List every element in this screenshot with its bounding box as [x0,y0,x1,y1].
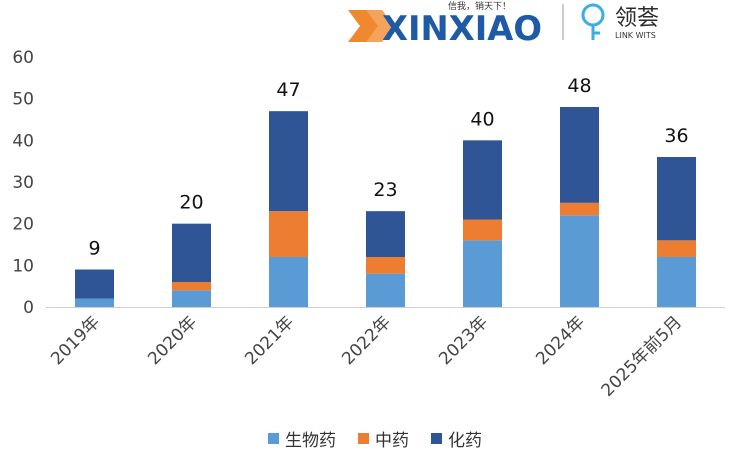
x-tick-label: 2019年 [47,312,104,369]
legend-item: 化药 [431,426,482,451]
x-tick-label: 2022年 [338,312,395,369]
bar-segment-2 [560,107,599,203]
xinxiao-logo: 信我，销天下！ XINXIAO [348,0,542,49]
legend: 生物药 中药 化药 [0,426,750,451]
bar-segment-1 [463,219,502,241]
bar-segment-1 [560,202,599,216]
bar-segment-0 [269,257,308,307]
bar-segment-1 [366,257,405,274]
legend-label: 化药 [448,431,482,451]
xinxiao-chevron-right-icon [366,10,394,42]
total-label: 47 [276,79,300,101]
y-tick-label: 40 [12,131,34,151]
x-tick-label: 2025年前5月 [598,312,686,400]
bar-segment-1 [657,240,696,257]
legend-label: 中药 [375,431,409,451]
total-label: 23 [373,179,397,201]
y-tick-label: 0 [23,298,34,318]
legend-item: 生物药 [268,426,336,451]
legend-swatch [268,433,279,444]
y-tick-label: 60 [12,48,34,68]
y-axis: 0 10 20 30 40 50 60 [12,48,34,318]
linkwits-name-cn: 领荟 [615,6,659,31]
bar-segment-0 [657,257,696,307]
bar-segment-0 [560,215,599,307]
bar-segment-1 [172,282,211,291]
bar-segment-0 [366,273,405,307]
linkwits-name-en: LINK WITS [615,31,656,40]
x-tick-label: 2023年 [435,312,492,369]
y-tick-label: 20 [12,215,34,235]
bar-segment-2 [657,157,696,241]
legend-swatch [431,433,442,444]
x-tick-label: 2024年 [532,312,589,369]
bar-segment-0 [75,298,114,307]
bars [75,107,696,307]
bar-segment-2 [172,223,211,282]
bar-segment-2 [463,140,502,220]
x-tick-label: 2020年 [144,312,201,369]
total-label: 9 [88,238,100,260]
total-label: 36 [664,125,688,147]
x-tick-label: 2021年 [241,312,298,369]
total-label: 48 [567,75,591,97]
bar-segment-0 [172,290,211,307]
xinxiao-slogan: 信我，销天下！ [448,0,511,12]
bar-segment-2 [75,269,114,299]
bar-segment-1 [269,211,308,257]
linkwits-key-icon [581,3,605,40]
y-tick-label: 10 [12,256,34,276]
total-label: 20 [179,192,203,214]
x-axis: 2019年 2020年 2021年 2022年 2023年 2024年 2025年前5月 [46,307,725,401]
bar-segment-2 [366,211,405,257]
xinxiao-wordmark: XINXIAO [382,9,542,49]
y-tick-label: 50 [12,90,34,110]
total-label: 40 [470,108,494,130]
y-tick-label: 30 [12,173,34,193]
legend-item: 中药 [358,426,409,451]
linkwits-logo: 领荟 LINK WITS [581,3,659,40]
total-labels: 9 20 47 23 40 48 36 [88,75,688,260]
legend-label: 生物药 [285,431,336,451]
bar-segment-0 [463,240,502,307]
legend-swatch [358,433,369,444]
bar-segment-2 [269,111,308,212]
